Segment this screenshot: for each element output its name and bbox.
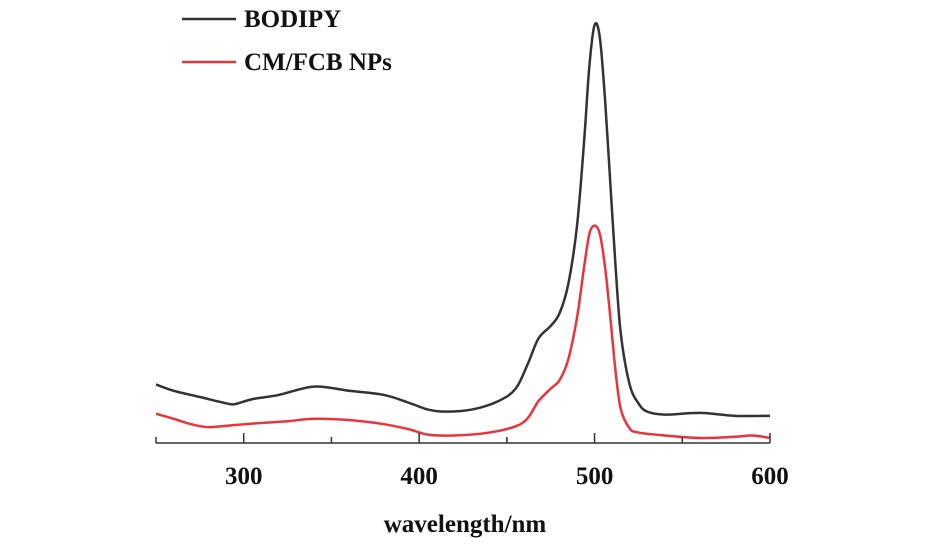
x-axis-label: wavelength/nm xyxy=(384,511,547,538)
legend-label-bodipy: BODIPY xyxy=(244,6,341,33)
x-tick-label: 300 xyxy=(225,463,263,490)
series-line-cmfcb-nps xyxy=(155,224,771,440)
series-layer xyxy=(155,21,771,440)
x-tick-label: 500 xyxy=(576,463,614,490)
x-tick-label: 400 xyxy=(400,463,438,490)
legend: BODIPY CM/FCB NPs xyxy=(182,6,392,76)
legend-label-cmfcb: CM/FCB NPs xyxy=(244,49,392,76)
x-tick-label: 600 xyxy=(751,463,789,490)
x-ticks: 300 400 500 600 xyxy=(155,433,789,490)
series-line-bodipy xyxy=(155,21,771,418)
